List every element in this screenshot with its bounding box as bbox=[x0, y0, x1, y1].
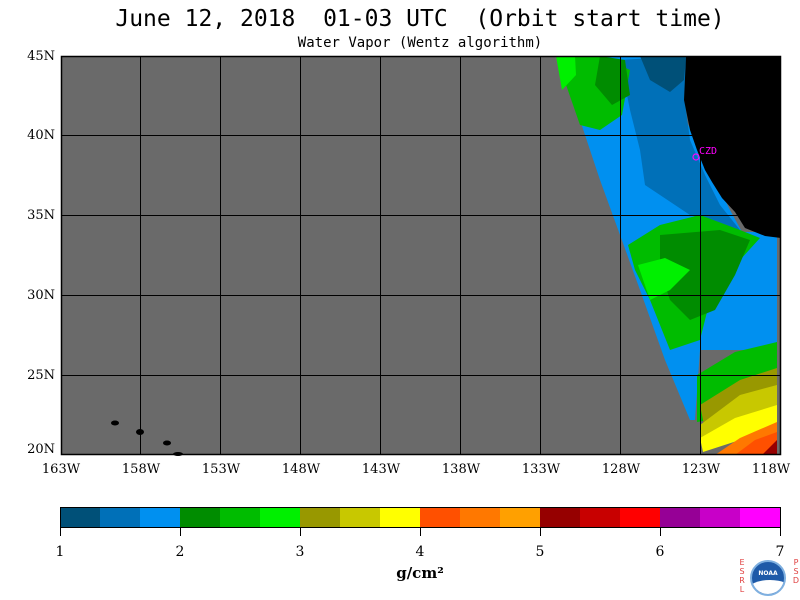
data-swath bbox=[556, 56, 777, 455]
colorbar-swatch bbox=[740, 507, 781, 528]
swath-region-bright-green-north bbox=[556, 56, 576, 90]
lon-label: 148W bbox=[281, 462, 321, 477]
colorbar-swatch bbox=[100, 507, 141, 528]
colorbar-swatch bbox=[380, 507, 421, 528]
colorbar-swatch bbox=[500, 507, 541, 528]
swath-region-red-south bbox=[735, 432, 777, 455]
lon-label: 143W bbox=[361, 462, 401, 477]
swath-region-dark-blue bbox=[620, 56, 740, 230]
colorbar-swatch bbox=[660, 507, 701, 528]
site-label: CZD bbox=[699, 146, 718, 157]
lon-label: 138W bbox=[441, 462, 481, 477]
lat-label: 45N bbox=[27, 49, 55, 64]
colorbar-swatch bbox=[340, 507, 381, 528]
colorbar-tick-label: 6 bbox=[655, 544, 665, 560]
lon-label: 158W bbox=[121, 462, 161, 477]
island-kauai bbox=[111, 420, 119, 426]
lon-label: 123W bbox=[681, 462, 721, 477]
colorbar-tick-label: 5 bbox=[535, 544, 545, 560]
lat-label: 20N bbox=[27, 442, 55, 457]
site-marker bbox=[692, 153, 700, 161]
swath-region-yellow-south bbox=[700, 405, 777, 452]
colorbar-swatch bbox=[620, 507, 661, 528]
chart-title: June 12, 2018 01-03 UTC (Orbit start tim… bbox=[115, 6, 725, 32]
colorbar-swatch bbox=[460, 507, 501, 528]
lon-label: 153W bbox=[201, 462, 241, 477]
noaa-emblem-icon: NOAA bbox=[750, 560, 786, 596]
lon-label: 128W bbox=[601, 462, 641, 477]
swath-region-darkred-south bbox=[762, 440, 777, 455]
swath-region-dark-green-north bbox=[595, 56, 630, 105]
colorbar-swatch bbox=[140, 507, 181, 528]
emblem-text: NOAA bbox=[758, 570, 778, 577]
lat-label: 30N bbox=[27, 288, 55, 303]
colorbar-tick-label: 7 bbox=[775, 544, 785, 560]
lat-label: 25N bbox=[27, 368, 55, 383]
colorbar-swatch bbox=[60, 507, 101, 528]
colorbar-tick-label: 1 bbox=[55, 544, 65, 560]
colorbar-swatch bbox=[420, 507, 461, 528]
lon-label: 133W bbox=[521, 462, 561, 477]
colorbar-tick-label: 2 bbox=[175, 544, 185, 560]
colorbar-swatch bbox=[180, 507, 221, 528]
map-frame bbox=[60, 55, 782, 456]
land-area bbox=[684, 56, 781, 238]
lon-label: 163W bbox=[41, 462, 81, 477]
swath-region-navy bbox=[640, 56, 686, 92]
island-maui bbox=[163, 440, 171, 446]
colorbar-swatch bbox=[700, 507, 741, 528]
colorbar-frame bbox=[60, 507, 781, 528]
colorbar-swatch bbox=[580, 507, 621, 528]
colorbar-swatch bbox=[540, 507, 581, 528]
colorbar-tick-label: 4 bbox=[415, 544, 425, 560]
swath-region-bright-green-central bbox=[638, 258, 690, 300]
swath-region-dark-green-central bbox=[660, 230, 750, 320]
colorbar-units: g/cm² bbox=[396, 564, 444, 582]
lon-label: 118W bbox=[751, 462, 791, 477]
swath-region-light-olive-south bbox=[700, 385, 777, 440]
graticule bbox=[61, 56, 781, 455]
colorbar-swatch bbox=[260, 507, 301, 528]
chart-subtitle: Water Vapor (Wentz algorithm) bbox=[297, 35, 543, 51]
colorbar-tick-label: 3 bbox=[295, 544, 305, 560]
colorbar-swatch bbox=[300, 507, 341, 528]
colorbar bbox=[60, 507, 781, 536]
lat-label: 35N bbox=[27, 208, 55, 223]
emblem-wave bbox=[752, 580, 784, 594]
lat-label: 40N bbox=[27, 128, 55, 143]
colorbar-swatch bbox=[220, 507, 261, 528]
